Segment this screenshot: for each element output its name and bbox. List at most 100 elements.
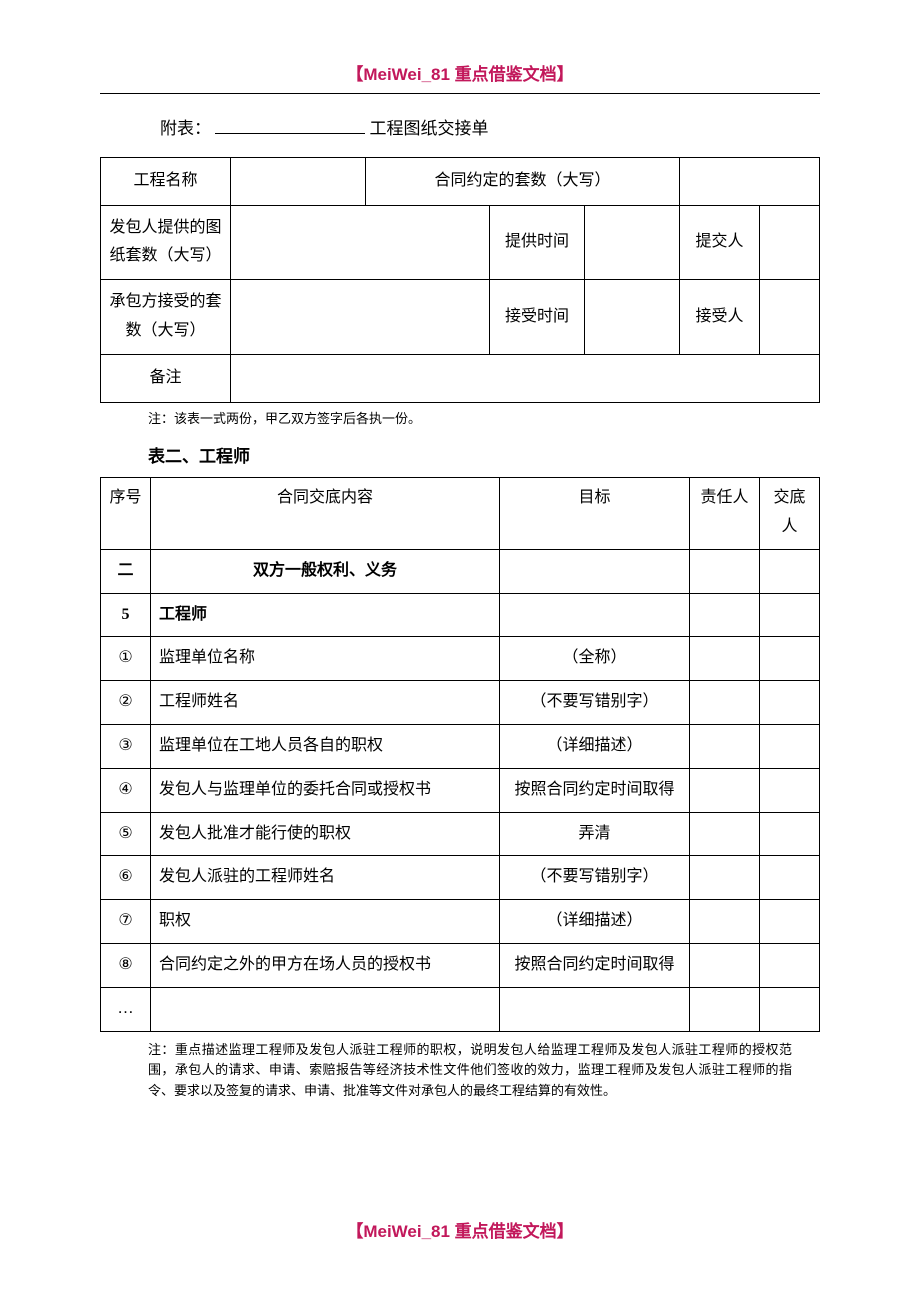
table-row: 发包人提供的图纸套数（大写） 提供时间 提交人 [101, 205, 820, 280]
table-row: ⑦职权（详细描述） [101, 900, 820, 944]
table-row: 备注 [101, 354, 820, 402]
cell-content: 工程师 [151, 593, 500, 637]
cell-blank [231, 205, 490, 280]
cell-blank [690, 549, 760, 593]
cell-contractor-copies-label: 承包方接受的套数（大写） [101, 280, 231, 355]
cell-resp [690, 593, 760, 637]
table-row: ③监理单位在工地人员各自的职权（详细描述） [101, 725, 820, 769]
cell-content: 工程师姓名 [151, 681, 500, 725]
cell-blank [760, 549, 820, 593]
cell-resp [690, 987, 760, 1031]
section-label: 双方一般权利、义务 [151, 549, 500, 593]
cell-target: （不要写错别字） [500, 681, 690, 725]
col-disc-header: 交底人 [760, 478, 820, 550]
col-resp-header: 责任人 [690, 478, 760, 550]
cell-target [500, 987, 690, 1031]
cell-disc [760, 900, 820, 944]
section-num: 二 [101, 549, 151, 593]
cell-blank [585, 280, 680, 355]
cell-blank [231, 157, 366, 205]
cell-resp [690, 944, 760, 988]
footer-brand: 【MeiWei_81 重点借鉴文档】 [0, 1217, 920, 1242]
cell-issuer-copies-label: 发包人提供的图纸套数（大写） [101, 205, 231, 280]
cell-resp [690, 768, 760, 812]
col-target-header: 目标 [500, 478, 690, 550]
cell-seq: … [101, 987, 151, 1031]
table-row: ⑧合同约定之外的甲方在场人员的授权书按照合同约定时间取得 [101, 944, 820, 988]
section-title: 表二、工程师 [148, 442, 820, 467]
cell-resp [690, 681, 760, 725]
cell-seq: ⑤ [101, 812, 151, 856]
table-row: 承包方接受的套数（大写） 接受时间 接受人 [101, 280, 820, 355]
cell-target [500, 593, 690, 637]
table-row: ②工程师姓名（不要写错别字） [101, 681, 820, 725]
table2-note: 注：重点描述监理工程师及发包人派驻工程师的职权，说明发包人给监理工程师及发包人派… [148, 1040, 792, 1102]
cell-content: 发包人派驻的工程师姓名 [151, 856, 500, 900]
cell-disc [760, 768, 820, 812]
cell-disc [760, 681, 820, 725]
cell-content: 职权 [151, 900, 500, 944]
cell-contract-copies-label: 合同约定的套数（大写） [366, 157, 680, 205]
header-divider [100, 93, 820, 94]
cell-content: 发包人与监理单位的委托合同或授权书 [151, 768, 500, 812]
table-row: … [101, 987, 820, 1031]
cell-submitter-label: 提交人 [680, 205, 760, 280]
cell-blank [500, 549, 690, 593]
cell-disc [760, 725, 820, 769]
engineer-table: 序号 合同交底内容 目标 责任人 交底人 二 双方一般权利、义务 5工程师①监理… [100, 477, 820, 1031]
cell-seq: ② [101, 681, 151, 725]
attachment-title: 工程图纸交接单 [370, 119, 489, 138]
cell-content [151, 987, 500, 1031]
table-row: ④发包人与监理单位的委托合同或授权书按照合同约定时间取得 [101, 768, 820, 812]
cell-disc [760, 987, 820, 1031]
cell-content: 合同约定之外的甲方在场人员的授权书 [151, 944, 500, 988]
cell-target: （详细描述） [500, 900, 690, 944]
cell-disc [760, 593, 820, 637]
table-row: ⑥发包人派驻的工程师姓名（不要写错别字） [101, 856, 820, 900]
cell-seq: ① [101, 637, 151, 681]
cell-content: 发包人批准才能行使的职权 [151, 812, 500, 856]
col-content-header: 合同交底内容 [151, 478, 500, 550]
table-row: ①监理单位名称（全称） [101, 637, 820, 681]
cell-resp [690, 812, 760, 856]
cell-provide-time-label: 提供时间 [490, 205, 585, 280]
cell-resp [690, 637, 760, 681]
cell-disc [760, 856, 820, 900]
header-brand: 【MeiWei_81 重点借鉴文档】 [100, 60, 820, 85]
cell-resp [690, 900, 760, 944]
cell-resp [690, 856, 760, 900]
table-row: 工程名称 合同约定的套数（大写） [101, 157, 820, 205]
cell-disc [760, 944, 820, 988]
cell-target: （全称） [500, 637, 690, 681]
cell-disc [760, 812, 820, 856]
cell-project-name-label: 工程名称 [101, 157, 231, 205]
cell-target: （详细描述） [500, 725, 690, 769]
cell-target: 按照合同约定时间取得 [500, 768, 690, 812]
cell-seq: ⑦ [101, 900, 151, 944]
cell-blank [231, 354, 820, 402]
table-row: 5工程师 [101, 593, 820, 637]
cell-blank [680, 157, 820, 205]
cell-target: （不要写错别字） [500, 856, 690, 900]
cell-seq: ⑧ [101, 944, 151, 988]
cell-blank [231, 280, 490, 355]
cell-content: 监理单位名称 [151, 637, 500, 681]
table-row: ⑤发包人批准才能行使的职权弄清 [101, 812, 820, 856]
cell-resp [690, 725, 760, 769]
cell-blank [585, 205, 680, 280]
col-seq-header: 序号 [101, 478, 151, 550]
cell-seq: 5 [101, 593, 151, 637]
attachment-blank [215, 115, 365, 134]
cell-target: 弄清 [500, 812, 690, 856]
cell-receiver-label: 接受人 [680, 280, 760, 355]
cell-seq: ⑥ [101, 856, 151, 900]
cell-seq: ④ [101, 768, 151, 812]
handover-table: 工程名称 合同约定的套数（大写） 发包人提供的图纸套数（大写） 提供时间 提交人… [100, 157, 820, 403]
cell-blank [760, 280, 820, 355]
attachment-label: 附表： [160, 119, 211, 138]
cell-remark-label: 备注 [101, 354, 231, 402]
cell-disc [760, 637, 820, 681]
cell-target: 按照合同约定时间取得 [500, 944, 690, 988]
attachment-title-line: 附表： 工程图纸交接单 [160, 114, 820, 145]
cell-content: 监理单位在工地人员各自的职权 [151, 725, 500, 769]
